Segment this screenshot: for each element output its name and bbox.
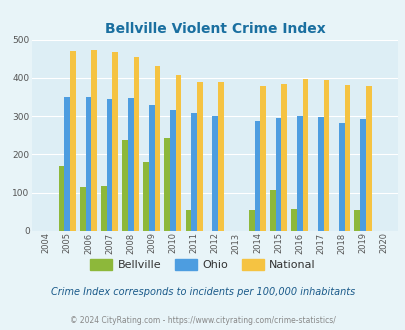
Bar	[296, 116, 302, 231]
Bar	[217, 82, 223, 231]
Bar	[359, 119, 365, 231]
Text: Crime Index corresponds to incidents per 100,000 inhabitants: Crime Index corresponds to incidents per…	[51, 287, 354, 297]
Bar	[365, 85, 371, 231]
Bar	[302, 79, 307, 231]
Bar	[290, 209, 296, 231]
Bar	[269, 190, 275, 231]
Bar	[143, 162, 149, 231]
Bar	[323, 80, 328, 231]
Bar	[254, 121, 260, 231]
Title: Bellville Violent Crime Index: Bellville Violent Crime Index	[104, 22, 325, 36]
Bar	[107, 99, 112, 231]
Bar	[64, 97, 70, 231]
Bar	[112, 52, 118, 231]
Bar	[175, 75, 181, 231]
Bar	[344, 85, 350, 231]
Bar	[122, 140, 128, 231]
Bar	[91, 50, 97, 231]
Legend: Bellville, Ohio, National: Bellville, Ohio, National	[85, 255, 320, 275]
Bar	[80, 187, 85, 231]
Bar	[275, 118, 281, 231]
Text: © 2024 CityRating.com - https://www.cityrating.com/crime-statistics/: © 2024 CityRating.com - https://www.city…	[70, 315, 335, 325]
Bar	[101, 186, 107, 231]
Bar	[154, 66, 160, 231]
Bar	[281, 84, 286, 231]
Bar	[191, 113, 196, 231]
Bar	[149, 105, 154, 231]
Bar	[338, 123, 344, 231]
Bar	[185, 210, 191, 231]
Bar	[85, 97, 91, 231]
Bar	[59, 166, 64, 231]
Bar	[354, 210, 359, 231]
Bar	[164, 138, 170, 231]
Bar	[133, 57, 139, 231]
Bar	[170, 111, 175, 231]
Bar	[70, 51, 76, 231]
Bar	[260, 86, 265, 231]
Bar	[317, 117, 323, 231]
Bar	[248, 210, 254, 231]
Bar	[212, 116, 217, 231]
Bar	[128, 98, 133, 231]
Bar	[196, 82, 202, 231]
